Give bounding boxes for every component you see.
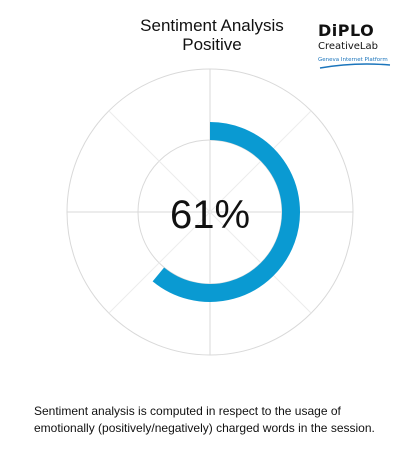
radial-progress-chart: 61%: [66, 68, 354, 356]
logo-swoosh-icon: [319, 63, 391, 69]
logo-subtitle: CreativeLab: [318, 41, 378, 52]
logo-tagline: Geneva Internet Platform: [318, 57, 388, 63]
progress-arc: [152, 122, 300, 302]
chart-title-block: Sentiment Analysis Positive: [100, 16, 324, 54]
logo-wordmark: DiPLO: [318, 21, 375, 40]
center-value-label: 61%: [170, 193, 250, 237]
chart-title: Sentiment Analysis: [140, 16, 284, 35]
diplo-logo: DiPLO CreativeLab Geneva Internet Platfo…: [318, 22, 392, 72]
footnote-text: Sentiment analysis is computed in respec…: [34, 404, 375, 435]
chart-grid: [66, 68, 354, 356]
chart-subtitle: Positive: [182, 35, 242, 54]
grid-diagonal-line-b: [108, 110, 312, 314]
